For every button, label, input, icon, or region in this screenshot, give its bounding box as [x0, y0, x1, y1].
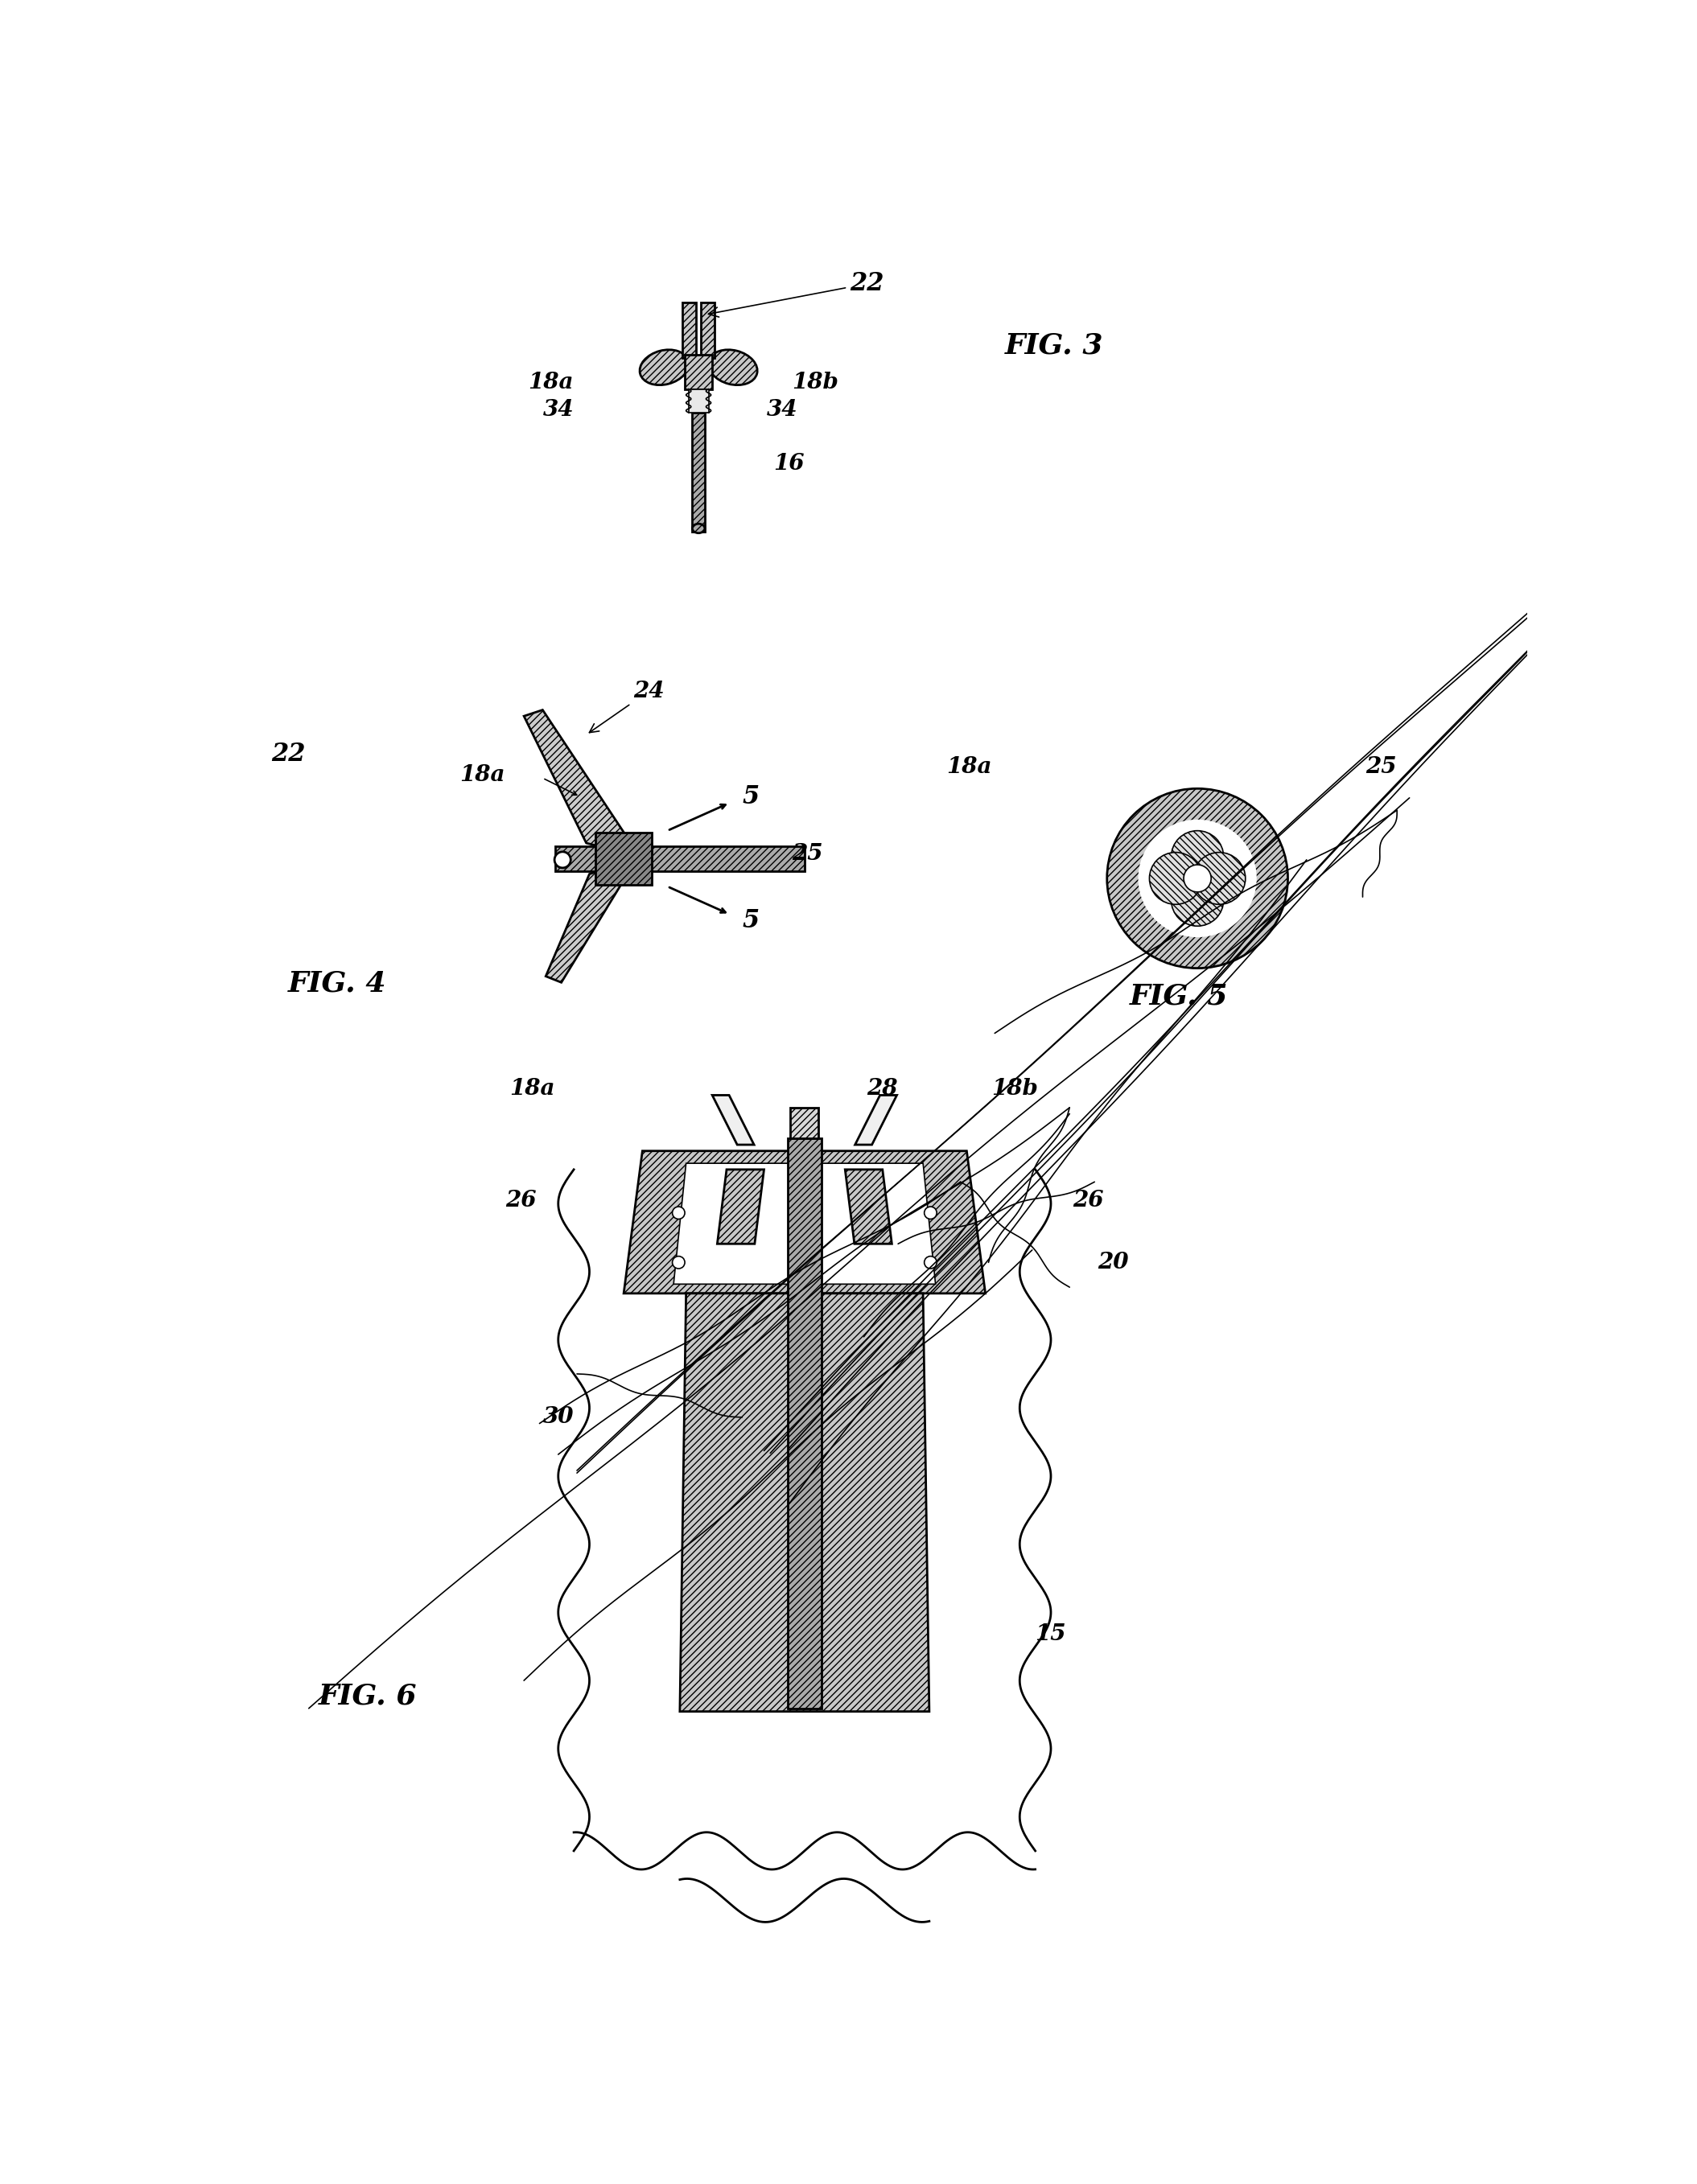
Bar: [701, 301, 714, 358]
Text: 22: 22: [708, 271, 884, 317]
Circle shape: [1185, 865, 1212, 891]
Bar: [686, 356, 713, 389]
Text: 25: 25: [792, 843, 823, 865]
Circle shape: [1139, 819, 1257, 937]
Polygon shape: [546, 871, 626, 983]
Text: 26: 26: [506, 1190, 536, 1212]
Text: 28: 28: [867, 1079, 898, 1101]
Ellipse shape: [692, 524, 704, 533]
Polygon shape: [680, 1293, 930, 1712]
Polygon shape: [713, 1094, 753, 1144]
Polygon shape: [718, 1168, 764, 1245]
Text: 18b: 18b: [792, 371, 838, 393]
Text: 5: 5: [742, 909, 759, 933]
Circle shape: [925, 1208, 937, 1219]
Text: 30: 30: [543, 1406, 574, 1428]
Text: 26: 26: [1073, 1190, 1103, 1212]
Text: 34: 34: [767, 400, 798, 419]
Text: 34: 34: [543, 400, 574, 419]
Circle shape: [1149, 852, 1201, 904]
Text: 18a: 18a: [528, 371, 574, 393]
Circle shape: [925, 1256, 937, 1269]
Bar: [596, 832, 652, 885]
Text: 5: 5: [742, 784, 759, 808]
Text: 20: 20: [1098, 1251, 1129, 1273]
Text: 22: 22: [272, 743, 305, 767]
Polygon shape: [524, 710, 630, 845]
Bar: [555, 845, 804, 871]
Circle shape: [1171, 830, 1224, 882]
Ellipse shape: [640, 349, 689, 384]
Polygon shape: [845, 1168, 893, 1245]
Bar: [692, 413, 704, 531]
Text: FIG. 5: FIG. 5: [1130, 983, 1229, 1009]
Text: 18a: 18a: [460, 764, 506, 786]
Circle shape: [672, 1256, 686, 1269]
Circle shape: [1193, 852, 1246, 904]
Circle shape: [555, 852, 570, 867]
Circle shape: [1106, 788, 1288, 968]
Text: FIG. 3: FIG. 3: [1005, 332, 1103, 360]
Bar: [787, 1138, 821, 1708]
Text: 25: 25: [1366, 756, 1397, 778]
Text: 18b: 18b: [991, 1079, 1039, 1101]
Text: 24: 24: [589, 681, 664, 732]
Text: FIG. 4: FIG. 4: [287, 970, 387, 998]
Polygon shape: [674, 1164, 935, 1284]
Text: 18a: 18a: [947, 756, 991, 778]
Ellipse shape: [708, 349, 757, 384]
Bar: [689, 389, 709, 413]
Circle shape: [1171, 874, 1224, 926]
Text: 18a: 18a: [509, 1079, 555, 1101]
Bar: [682, 301, 696, 358]
Text: 15: 15: [1035, 1623, 1066, 1645]
Text: 16: 16: [774, 452, 804, 474]
Bar: [791, 1107, 818, 1138]
Circle shape: [672, 1208, 686, 1219]
Polygon shape: [855, 1094, 896, 1144]
Polygon shape: [624, 1151, 986, 1293]
Text: FIG. 6: FIG. 6: [319, 1682, 417, 1710]
